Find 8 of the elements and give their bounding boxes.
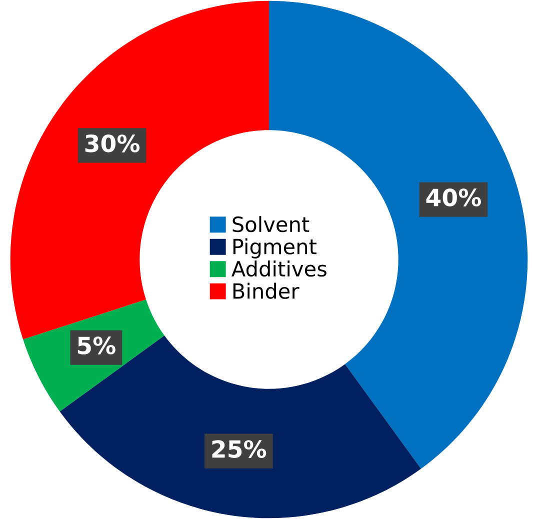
legend-label: Pigment xyxy=(233,238,316,258)
legend-label: Binder xyxy=(233,282,300,299)
data-label: 5% xyxy=(78,336,116,354)
legend-label: Additives xyxy=(232,260,326,277)
data-label: 40% xyxy=(426,188,481,206)
legend-label: Solvent xyxy=(232,216,310,232)
data-label: 30% xyxy=(85,134,140,152)
data-label: 25% xyxy=(212,440,266,458)
